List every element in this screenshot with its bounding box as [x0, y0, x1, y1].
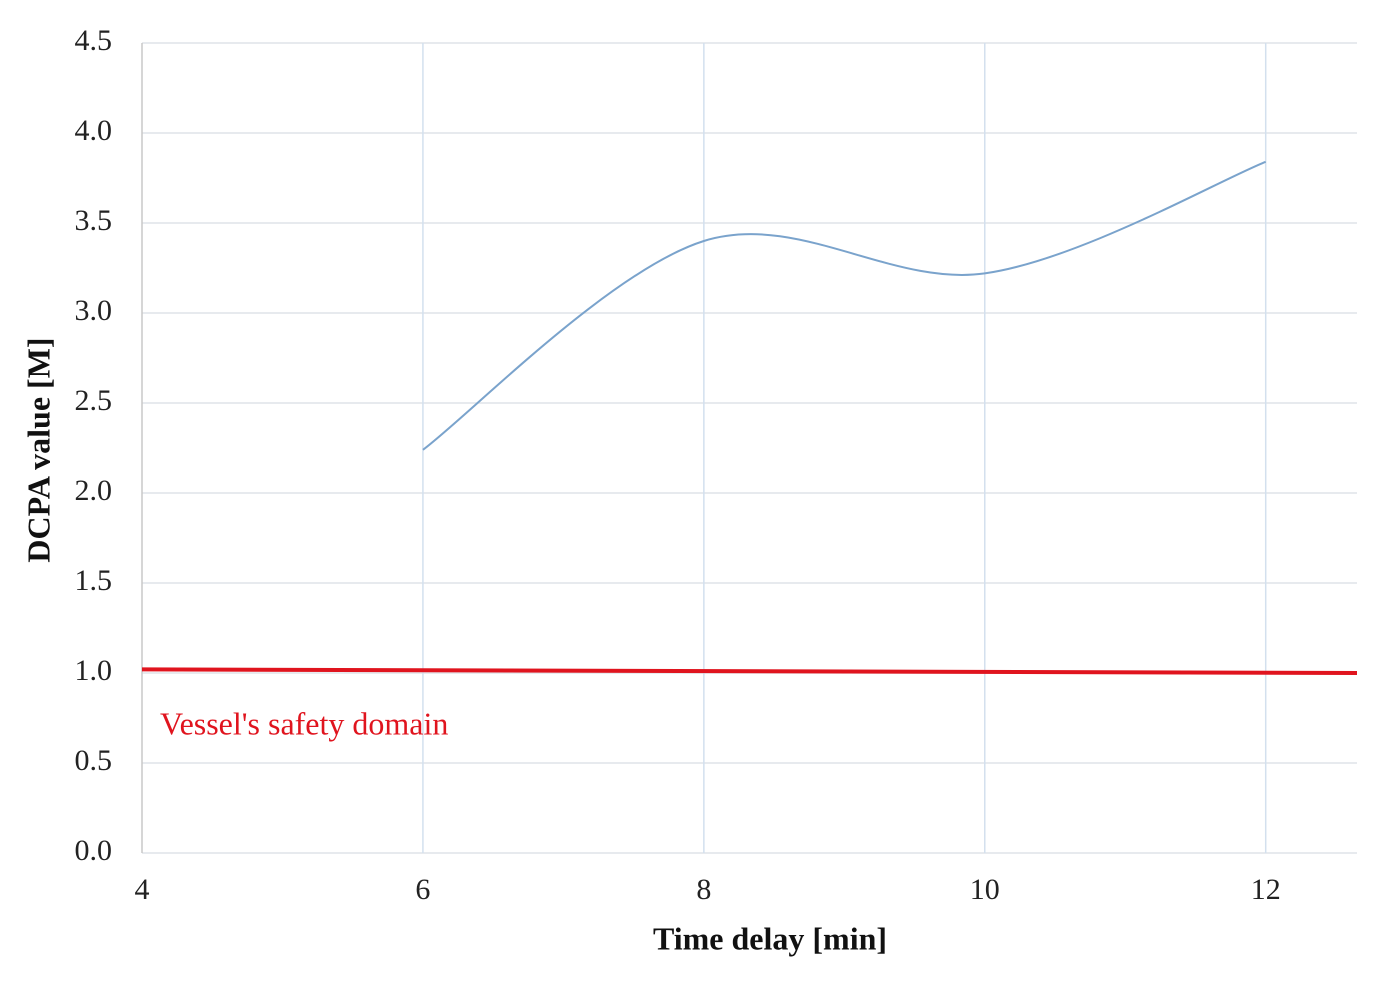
y-tick-label: 0.5	[75, 744, 113, 777]
y-tick-label: 4.5	[75, 24, 113, 57]
y-tick-label: 2.0	[75, 474, 113, 507]
y-tick-label: 3.0	[75, 294, 113, 327]
x-tick-label: 6	[415, 873, 430, 906]
series-label: Vessel's safety domain	[160, 706, 448, 742]
y-axis-title: DCPA value [M]	[20, 337, 56, 562]
data-line	[141, 667, 1358, 675]
data-line	[422, 160, 1267, 451]
x-tick-label: 4	[135, 873, 150, 906]
y-tick-label: 2.5	[75, 384, 113, 417]
x-tick-label: 12	[1251, 873, 1281, 906]
y-tick-label: 0.0	[75, 834, 113, 867]
x-tick-label: 10	[970, 873, 1000, 906]
y-tick-label: 3.5	[75, 204, 113, 237]
x-tick-label: 8	[696, 873, 711, 906]
y-tick-label: 1.0	[75, 654, 113, 687]
y-tick-label: 4.0	[75, 114, 113, 147]
x-axis-title: Time delay [min]	[653, 920, 887, 956]
y-tick-label: 1.5	[75, 564, 113, 597]
